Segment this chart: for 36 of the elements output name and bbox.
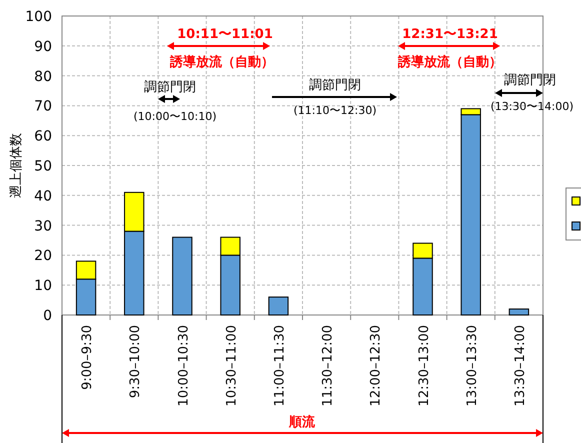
x-tick-label: 9:30–10:00 [128, 325, 144, 398]
x-tick-label: 13:30–14:00 [512, 325, 528, 406]
y-tick-label: 30 [34, 218, 52, 234]
x-tick-label: 13:00–13:30 [464, 325, 480, 406]
y-tick-label: 40 [34, 188, 52, 204]
y-tick-label: 50 [34, 158, 52, 174]
annotation: 調節門閉 [309, 78, 361, 93]
annotation: (10:00〜10:10) [134, 110, 216, 123]
y-tick-label: 70 [34, 98, 52, 115]
y-tick-label: 100 [25, 9, 52, 25]
x-tick-label: 11:30–12:00 [320, 325, 336, 406]
y-tick-label: 20 [34, 248, 52, 264]
y-axis-title: 遡上個体数 [9, 133, 24, 198]
annotation: 誘導放流（自動） [397, 54, 502, 70]
y-tick-label: 60 [34, 128, 52, 145]
text: 順流 [288, 414, 316, 430]
annotation: 誘導放流（自動） [169, 54, 274, 70]
x-tick-label: 12:30–13:00 [416, 325, 432, 406]
bar [508, 308, 530, 316]
y-tick-label: 0 [43, 308, 52, 324]
y-tick-label: 10 [34, 278, 52, 294]
y-tick-label: 90 [34, 38, 52, 55]
annotation: 10:11〜11:01 [177, 27, 273, 42]
bar [268, 296, 289, 316]
x-tick-label: 10:00–10:30 [176, 325, 192, 406]
y-tick-label: 80 [34, 68, 52, 85]
bar [172, 236, 192, 316]
annotation: 12:31〜13:21 [402, 27, 498, 42]
x-tick-label: 11:00–11:30 [272, 325, 288, 406]
annotation: 調節門閉 [504, 73, 556, 88]
annotation: (13:30〜14:00) [490, 100, 574, 113]
x-tick-label: 9:00–9:30 [80, 325, 96, 390]
x-tick-label: 12:00–12:30 [368, 325, 384, 406]
x-tick-label: 10:30–11:00 [224, 325, 240, 406]
annotation: 調節門閉 [144, 80, 196, 95]
annotation: (11:10〜12:30) [294, 104, 376, 117]
